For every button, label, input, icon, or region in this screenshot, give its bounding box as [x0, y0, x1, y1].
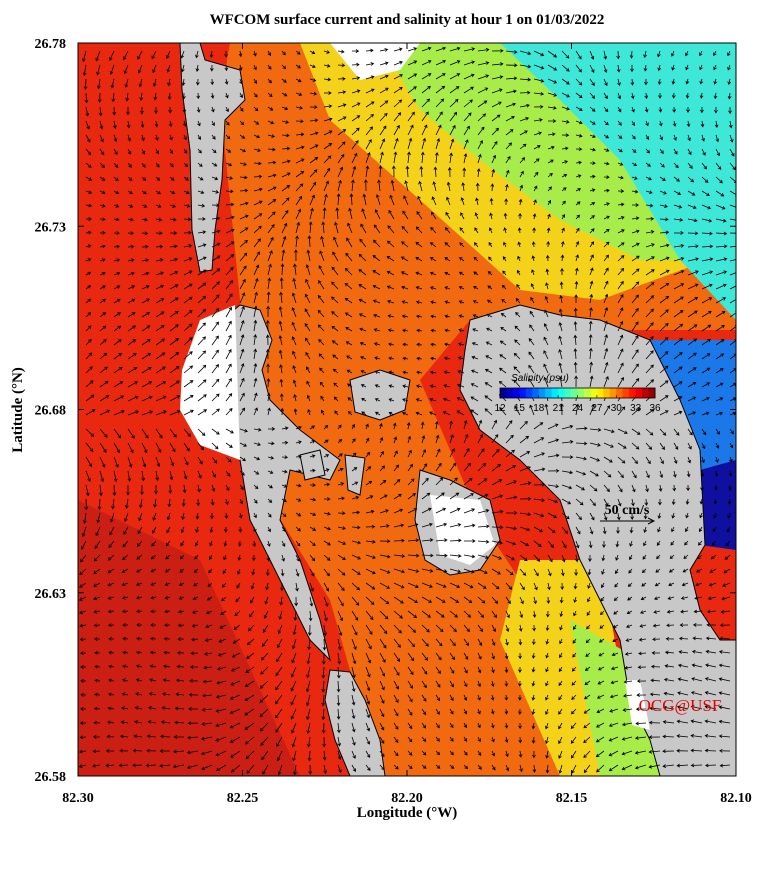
- x-axis-label: Longitude (°W): [357, 805, 458, 821]
- colorbar-cell: [648, 388, 656, 398]
- colorbar-cell: [622, 388, 630, 398]
- y-tick-label: 26.58: [35, 770, 67, 785]
- colorbar-tick-label: 12: [494, 403, 506, 414]
- colorbar-cell: [590, 388, 598, 398]
- colorbar-cell: [564, 388, 572, 398]
- colorbar-tick-label: 21: [553, 403, 565, 414]
- colorbar-cell: [525, 388, 533, 398]
- credit: OCG@USF: [639, 696, 722, 715]
- colorbar-tick-label: 30: [611, 403, 623, 414]
- colorbar-tick-label: 15: [514, 403, 526, 414]
- y-tick-label: 26.68: [35, 404, 67, 419]
- colorbar-cell: [609, 388, 617, 398]
- colorbar-cell: [532, 388, 540, 398]
- colorbar-cell: [538, 388, 546, 398]
- colorbar-cell: [506, 388, 514, 398]
- colorbar-tick-label: 27: [591, 403, 603, 414]
- colorbar-title: Salinity (psu): [511, 373, 569, 384]
- colorbar-cell: [577, 388, 585, 398]
- scale-label: 50 cm/s: [605, 503, 650, 518]
- salinity-field: [78, 43, 736, 776]
- colorbar-cell: [642, 388, 650, 398]
- x-tick-label: 82.10: [720, 791, 752, 806]
- colorbar-cell: [551, 388, 559, 398]
- x-tick-label: 82.30: [62, 791, 94, 806]
- colorbar-cell: [500, 388, 507, 398]
- y-tick-label: 26.73: [35, 220, 67, 235]
- colorbar-cell: [635, 388, 643, 398]
- colorbar-cell: [616, 388, 624, 398]
- y-tick-label: 26.78: [35, 37, 67, 52]
- colorbar-tick-label: 36: [649, 403, 661, 414]
- colorbar-cell: [629, 388, 637, 398]
- current-vectors: [78, 46, 736, 776]
- colorbar-cell: [545, 388, 553, 398]
- colorbar-tick-label: 24: [572, 403, 584, 414]
- colorbar-cell: [603, 388, 611, 398]
- title: WFCOM surface current and salinity at ho…: [210, 12, 605, 28]
- y-tick-label: 26.63: [35, 587, 67, 602]
- x-tick-label: 82.25: [227, 791, 259, 806]
- x-tick-label: 82.15: [556, 791, 588, 806]
- colorbar-cell: [519, 388, 527, 398]
- colorbar-tick-label: 33: [630, 403, 642, 414]
- colorbar-tick-label: 18: [533, 403, 545, 414]
- x-tick-label: 82.20: [391, 791, 423, 806]
- colorbar-cell: [596, 388, 604, 398]
- colorbar-cell: [571, 388, 578, 398]
- colorbar-cell: [583, 388, 591, 398]
- y-axis-label: Latitude (°N): [10, 367, 26, 453]
- colorbar-cell: [512, 388, 520, 398]
- colorbar-cell: [558, 388, 566, 398]
- scale-arrow-head: [647, 517, 656, 525]
